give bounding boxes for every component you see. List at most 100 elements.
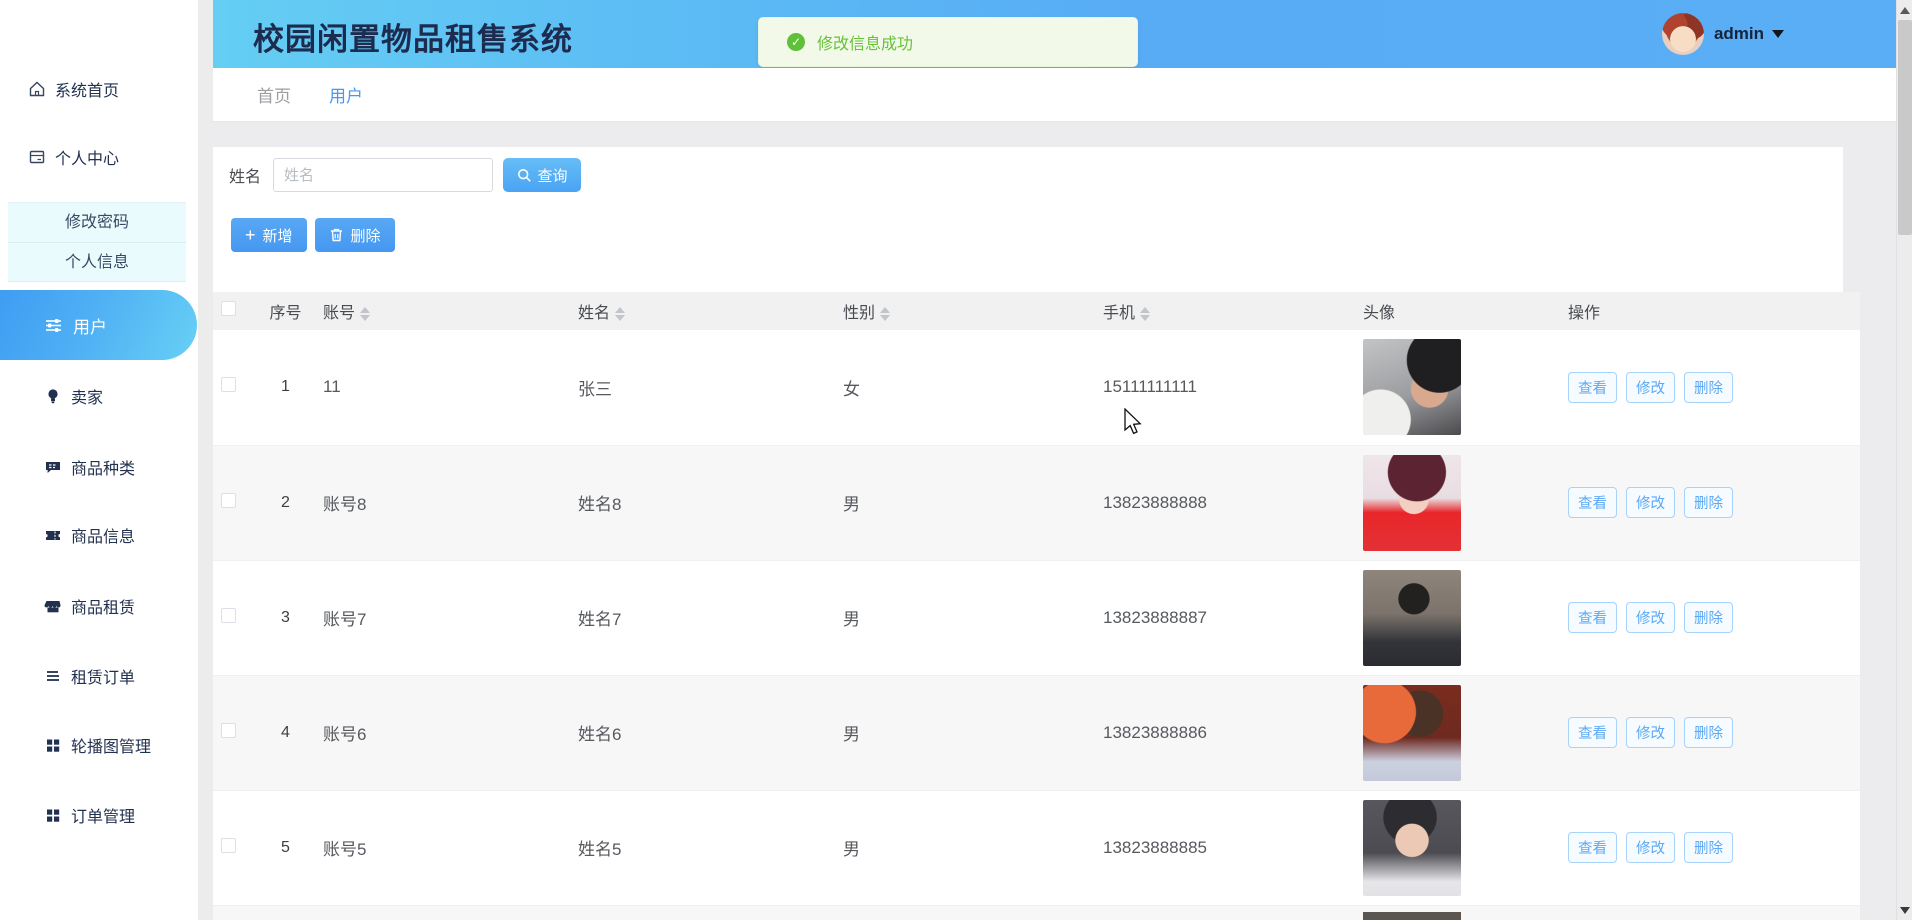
sidebar-item-change-password[interactable]: 修改密码	[8, 203, 186, 243]
ticket-icon	[44, 526, 62, 544]
view-button[interactable]: 查看	[1568, 371, 1617, 403]
edit-button[interactable]: 修改	[1626, 832, 1675, 863]
cell-phone: 13823888887	[1103, 607, 1208, 627]
sidebar-item-product-info[interactable]: 商品信息	[0, 520, 198, 550]
user-avatar-photo	[1363, 339, 1461, 436]
sidebar-item-product-rental[interactable]: 商品租赁	[0, 591, 198, 621]
sidebar-item-personal-info[interactable]: 个人信息	[64, 254, 129, 271]
delete-row-button[interactable]: 删除	[1684, 717, 1733, 748]
sidebar-item-rental-orders[interactable]: 租赁订单	[0, 661, 198, 691]
sidebar-item-product-categories[interactable]: 商品种类	[0, 452, 198, 482]
sort-carets-icon[interactable]	[1140, 306, 1151, 321]
cell-name: 姓名7	[578, 610, 622, 629]
table-row: 5 账号5 姓名5 男 13823888885 查看 修改 删除	[213, 790, 1860, 905]
search-input[interactable]	[273, 158, 494, 192]
column-header-gender[interactable]: 性别	[833, 292, 1093, 330]
user-avatar-photo	[1363, 569, 1461, 666]
page-title: 校园闲置物品租售系统	[253, 22, 573, 57]
main-area: 校园闲置物品租售系统 ✓ 修改信息成功 admin 首页 用户 姓名	[213, 0, 1896, 920]
row-checkbox[interactable]	[221, 492, 236, 508]
query-button[interactable]: 查询	[503, 158, 582, 192]
users-table: 序号 账号 姓名 性别 手机 头像 操作 1 11 张三女 15111111111 查看…	[213, 292, 1860, 920]
column-header-account[interactable]: 账号	[313, 292, 568, 330]
cell-account: 11	[323, 377, 341, 397]
table-row: 1 11 张三女 15111111111 查看 修改 删除	[213, 330, 1860, 445]
user-menu[interactable]: admin	[1661, 12, 1784, 56]
profile-panel-icon	[28, 148, 46, 166]
avatar	[1661, 13, 1704, 55]
view-button[interactable]: 查看	[1568, 717, 1617, 748]
sidebar-item-label: 商品租赁	[71, 600, 136, 617]
sidebar-item-users-active[interactable]: 用户	[0, 290, 197, 360]
edit-button[interactable]: 修改	[1626, 602, 1675, 633]
sidebar-item-label: 系统首页	[55, 83, 120, 100]
username: admin	[1713, 24, 1764, 43]
edit-button[interactable]: 修改	[1626, 717, 1675, 748]
chat-icon	[44, 458, 62, 476]
edit-button[interactable]: 修改	[1626, 487, 1675, 518]
cell-phone: 13823888885	[1103, 837, 1208, 857]
column-header-avatar: 头像	[1363, 305, 1396, 322]
browser-scrollbar[interactable]	[1896, 0, 1912, 920]
sidebar-item-sellers[interactable]: 卖家	[0, 381, 198, 411]
user-avatar-photo	[1363, 684, 1461, 781]
sidebar-item-label: 租赁订单	[71, 670, 136, 687]
add-button[interactable]: + 新增	[231, 218, 307, 252]
toast-message: 修改信息成功	[817, 36, 914, 53]
view-button[interactable]: 查看	[1568, 487, 1617, 518]
view-button[interactable]: 查看	[1568, 602, 1617, 633]
sort-carets-icon[interactable]	[880, 306, 891, 321]
sliders-icon	[44, 316, 63, 335]
scroll-down-icon[interactable]	[1897, 902, 1912, 918]
cell-gender: 男	[843, 495, 860, 514]
edit-button[interactable]: 修改	[1626, 371, 1675, 403]
scroll-up-icon[interactable]	[1897, 2, 1912, 18]
delete-button[interactable]: 删除	[314, 218, 395, 252]
search-row: 姓名 查询	[229, 158, 582, 192]
success-toast: ✓ 修改信息成功	[758, 17, 1138, 67]
select-all-checkbox[interactable]	[221, 301, 236, 316]
shop-icon	[44, 597, 62, 615]
table-row-partial	[213, 905, 1860, 920]
delete-row-button[interactable]: 删除	[1684, 602, 1733, 633]
row-checkbox[interactable]	[221, 722, 236, 738]
sidebar-item-home[interactable]: 系统首页	[0, 74, 198, 104]
list-icon	[44, 667, 62, 685]
row-checkbox[interactable]	[221, 377, 236, 393]
row-checkbox[interactable]	[221, 837, 236, 853]
chevron-down-icon	[1772, 30, 1784, 38]
row-checkbox[interactable]	[221, 607, 236, 623]
delete-row-button[interactable]: 删除	[1684, 487, 1733, 518]
sort-carets-icon[interactable]	[360, 306, 371, 321]
search-icon	[517, 168, 532, 183]
sidebar-item-label: 卖家	[71, 390, 104, 407]
user-avatar-photo	[1363, 454, 1461, 551]
home-icon	[28, 80, 46, 98]
cell-phone: 13823888888	[1103, 492, 1208, 512]
cell-account: 账号8	[323, 495, 367, 514]
toolbar: + 新增 删除	[231, 218, 395, 252]
scrollbar-thumb[interactable]	[1898, 20, 1912, 235]
column-header-name[interactable]: 姓名	[568, 292, 833, 330]
sidebar-item-profile-center[interactable]: 个人中心	[0, 142, 198, 172]
sidebar-item-order-management[interactable]: 订单管理	[0, 800, 198, 830]
table-row: 4 账号6 姓名6 男 13823888886 查看 修改 删除	[213, 675, 1860, 790]
cell-index: 5	[281, 838, 290, 856]
cell-index: 3	[281, 608, 290, 626]
table-row: 3 账号7 姓名7 男 13823888887 查看 修改 删除	[213, 560, 1860, 675]
cell-name: 姓名6	[578, 725, 622, 744]
cell-account: 账号6	[323, 725, 367, 744]
column-header-phone[interactable]: 手机	[1093, 292, 1353, 330]
view-button[interactable]: 查看	[1568, 832, 1617, 863]
tab-users[interactable]: 用户	[329, 87, 363, 106]
tab-home[interactable]: 首页	[257, 87, 291, 106]
delete-row-button[interactable]: 删除	[1684, 832, 1733, 863]
profile-submenu: 修改密码 个人信息	[8, 202, 186, 282]
delete-row-button[interactable]: 删除	[1684, 371, 1733, 403]
sidebar-item-carousel-management[interactable]: 轮播图管理	[0, 730, 198, 760]
trash-icon	[329, 227, 344, 243]
cell-index: 1	[281, 378, 290, 396]
sort-carets-icon[interactable]	[615, 306, 626, 321]
cell-name: 姓名8	[578, 495, 622, 514]
grid-icon	[44, 806, 62, 824]
